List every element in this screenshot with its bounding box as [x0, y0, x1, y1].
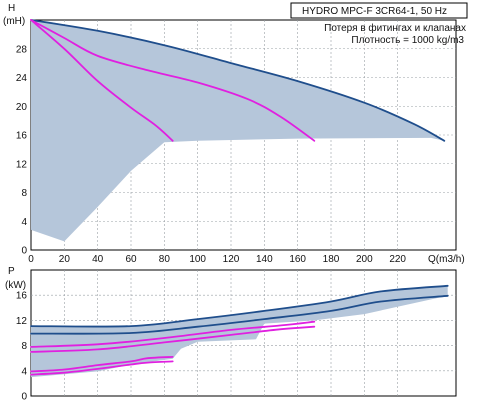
head-y-tick-label: 16	[16, 131, 28, 142]
head-x-tick-label: 220	[389, 254, 406, 265]
head-x-tick-label: 160	[289, 254, 306, 265]
head-curve-2	[30, 19, 316, 142]
power-y-tick-labels: 0 4 8 12 16	[16, 291, 28, 403]
power-curve-1	[30, 284, 449, 328]
head-y-tick-label: 24	[16, 73, 28, 84]
head-x-tick-label: 100	[189, 254, 206, 265]
power-y-tick-label: 16	[16, 291, 28, 302]
power-curve-4	[30, 325, 316, 353]
head-x-tick-label: 20	[59, 254, 71, 265]
power-curve-2	[30, 294, 449, 335]
head-x-label: Q(m3/h)	[428, 254, 465, 265]
head-x-tick-label: 60	[125, 254, 137, 265]
power-curve-5	[30, 356, 174, 373]
head-x-tick-label: 180	[323, 254, 340, 265]
power-y-tick-label: 8	[21, 341, 27, 352]
head-x-tick-label: 80	[159, 254, 171, 265]
info-title: HYDRO MPC-F 3CR64-1, 50 Hz	[302, 6, 447, 17]
head-y-tick-label: 4	[21, 217, 27, 228]
head-x-tick-label: 40	[92, 254, 104, 265]
head-x-tick-label: 120	[223, 254, 240, 265]
head-chart: 0 20 40 60 80 100 120 140 160 180 200 220 0 4 8 12 16 20…	[3, 2, 468, 265]
head-y-tick-label: 28	[16, 44, 28, 55]
power-curves	[30, 284, 449, 376]
info-line-1: Потеря в фитингах и клапанах	[324, 22, 466, 34]
head-y-tick-labels: 0 4 8 12 16 20 24 28	[16, 44, 28, 256]
power-curve-6	[30, 360, 174, 376]
head-curve-1	[30, 19, 446, 142]
head-y-unit: (mH)	[3, 16, 25, 27]
power-curve-3	[30, 320, 316, 348]
power-y-tick-label: 12	[16, 316, 28, 327]
head-x-tick-label: 140	[256, 254, 273, 265]
head-y-tick-label: 20	[16, 102, 28, 113]
power-y-tick-label: 0	[21, 392, 27, 401]
info-line-2: Плотность = 1000 kg/m3	[351, 35, 464, 46]
head-x-tick-label: 200	[356, 254, 373, 265]
power-y-label: P	[8, 266, 15, 277]
head-envelope-area	[31, 20, 445, 242]
head-x-tick-labels: 0 20 40 60 80 100 120 140 160 180 200 220	[28, 254, 406, 265]
head-y-tick-label: 0	[21, 246, 27, 257]
head-y-label: H	[8, 3, 15, 14]
head-y-tick-label: 8	[21, 188, 27, 199]
head-y-tick-label: 12	[16, 159, 28, 170]
head-x-tick-label: 0	[28, 254, 34, 265]
head-curves	[30, 19, 446, 142]
power-y-unit: (kW)	[5, 280, 26, 291]
power-y-tick-label: 4	[21, 366, 27, 377]
power-chart: 0 4 8 12 16 P (kW)	[5, 266, 457, 403]
info-box	[290, 2, 468, 19]
head-curve-3	[30, 19, 174, 142]
